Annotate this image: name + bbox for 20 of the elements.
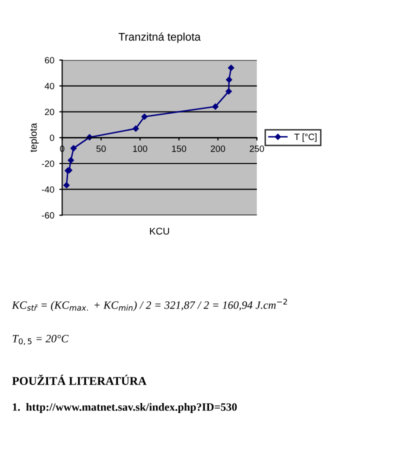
y-tick-label: -40: [42, 186, 54, 193]
text: POUŽITÁ LITERATÚRA: [12, 374, 146, 385]
y-tick-label: 20: [44, 108, 54, 116]
x-tick-label: 250: [250, 146, 264, 152]
x-tick-label: 200: [210, 146, 226, 152]
x-tick-label: 150: [172, 146, 186, 152]
y-tick-label: -20: [42, 160, 54, 167]
y-tick-label: -60: [42, 212, 54, 219]
text: T$_{0,5}$ = 20°C: [12, 334, 69, 346]
y-tick-label: 60: [44, 57, 54, 64]
x-axis-title: KCU: [150, 228, 170, 235]
x-tick-label: 50: [96, 146, 106, 152]
text: KC$_{stř}$ = (KC$_{max.}$ + KC$_{min}$) / 2 = 321,87 / 2 = 160,94 J.cm$^{−2}$: [12, 298, 287, 312]
chart-title: Tranzitná teplota: [118, 32, 201, 43]
y-axis-title: teplota: [30, 123, 39, 152]
y-tick-label: 0: [50, 134, 54, 142]
text: 1. http://www.matnet.sav.sk/index.php?ID=530: [12, 402, 237, 414]
y-tick-label: 40: [44, 82, 54, 90]
legend-label: T [°C]: [294, 133, 317, 142]
x-tick-label: 100: [133, 146, 148, 152]
